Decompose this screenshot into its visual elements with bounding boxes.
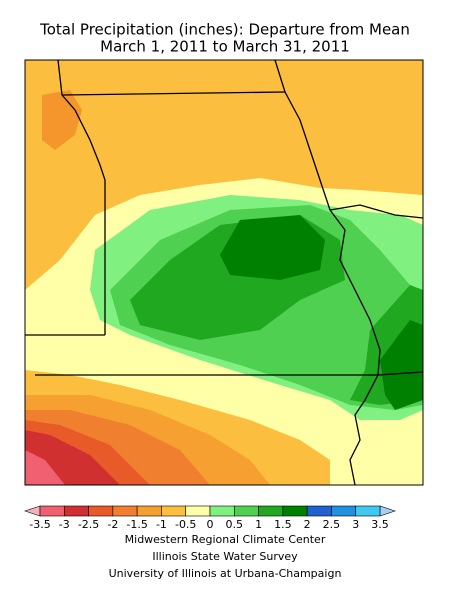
color-bar-label: -1.5 <box>126 518 147 531</box>
color-bar-label: -3.5 <box>29 518 50 531</box>
credit: Illinois State Water Survey <box>152 550 298 563</box>
color-bin <box>233 505 259 517</box>
color-bar-label: 0 <box>207 518 214 531</box>
map-frame <box>24 59 424 486</box>
map-region <box>380 320 423 410</box>
credit: University of Illinois at Urbana-Champai… <box>109 567 342 580</box>
color-bin <box>161 505 187 517</box>
color-bin <box>258 505 284 517</box>
color-bar: -3.5 -3 -2.5 -2 -1.5 -1 -0.5 0 0.5 1 1.5 2 2.5 3 3.5 <box>24 505 396 531</box>
state-border <box>329 204 424 219</box>
color-bin <box>112 505 138 517</box>
color-bar-label: -3 <box>59 518 70 531</box>
color-bin <box>355 505 381 517</box>
state-border <box>35 371 424 376</box>
title-line: Total Precipitation (inches): Departure … <box>39 21 410 39</box>
color-bar-label: -1 <box>156 518 167 531</box>
color-bin <box>306 505 332 517</box>
color-bin <box>331 505 357 517</box>
color-bin <box>136 505 162 517</box>
color-bar-label: 2.5 <box>323 518 341 531</box>
state-border <box>61 91 286 96</box>
color-bin <box>88 505 114 517</box>
color-bar-label: 3.5 <box>371 518 389 531</box>
color-bar-label: 3 <box>352 518 359 531</box>
map-region <box>220 215 325 280</box>
color-bin <box>209 505 235 517</box>
map-region <box>25 450 65 485</box>
color-bar-label: 0.5 <box>226 518 244 531</box>
color-bin <box>185 505 211 517</box>
color-bin <box>39 505 65 517</box>
color-bin <box>282 505 308 517</box>
state-border <box>274 59 381 486</box>
color-bar-label: 2 <box>304 518 311 531</box>
map <box>24 59 424 486</box>
title-line: March 1, 2011 to March 31, 2011 <box>100 38 350 56</box>
color-bar-label: 1.5 <box>274 518 292 531</box>
color-bar-label: -2.5 <box>78 518 99 531</box>
color-bar-label: 1 <box>255 518 262 531</box>
map-region <box>42 90 82 150</box>
color-bin <box>63 505 89 517</box>
color-bar-label: -2 <box>107 518 118 531</box>
credit: Midwestern Regional Climate Center <box>125 533 326 546</box>
color-bar-label: -0.5 <box>175 518 196 531</box>
